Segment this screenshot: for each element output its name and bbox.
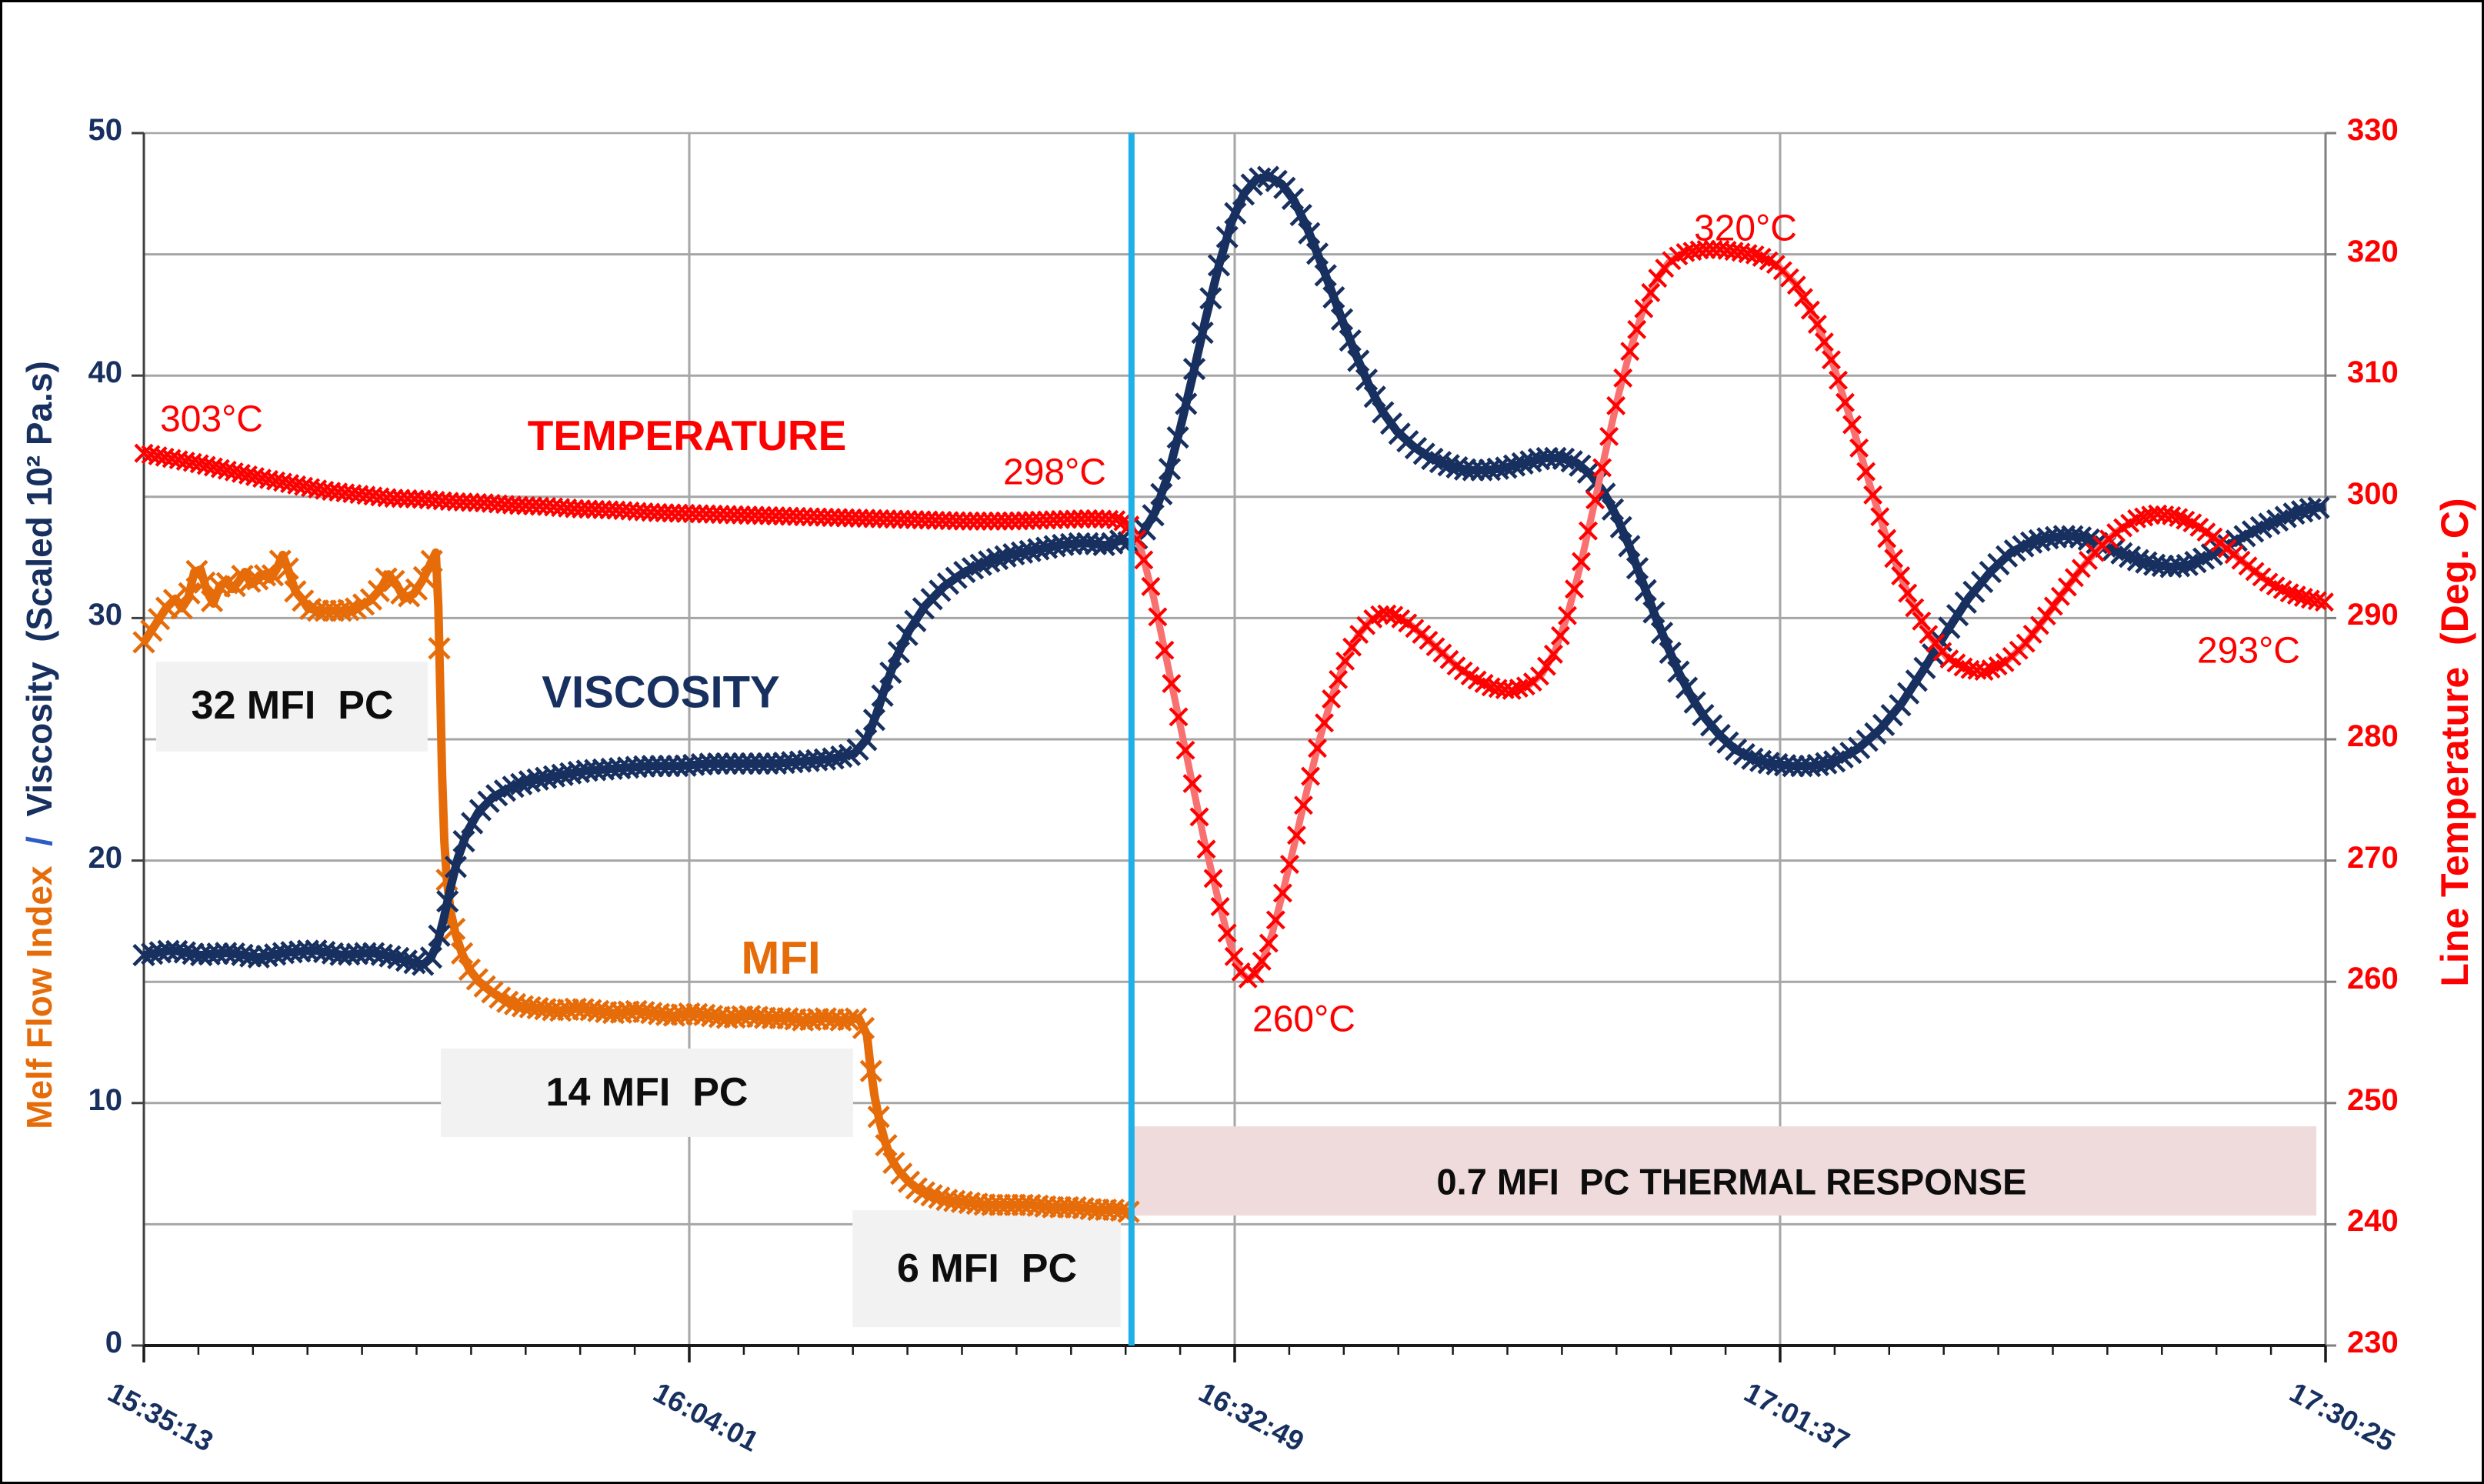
y-right-tick-label: 280 [2347, 719, 2399, 753]
y-right-tick-label: 320 [2347, 234, 2399, 268]
callout-32-mfi-pc: 32 MFI PC [191, 683, 394, 728]
temperature-series-label: TEMPERATURE [527, 412, 847, 459]
annotation-293c: 293°C [2197, 630, 2300, 672]
y-left-tick-label: 40 [88, 355, 123, 390]
y-right-tick-label: 260 [2347, 962, 2399, 996]
y-right-tick-label: 270 [2347, 840, 2399, 875]
annotation-303c: 303°C [160, 399, 263, 440]
left-axis-title-viscosity: Viscosity [19, 662, 59, 817]
temperature-markers [134, 239, 2334, 989]
y-left-tick-label: 20 [88, 840, 123, 875]
mfi-series-label: MFI [741, 932, 821, 984]
annotation-260c: 260°C [1252, 999, 1355, 1040]
y-right-tick-label: 250 [2347, 1082, 2399, 1117]
y-left-tick-label: 50 [88, 113, 123, 147]
y-right-tick-label: 300 [2347, 476, 2399, 511]
viscosity-series-label: VISCOSITY [542, 667, 780, 718]
y-right-tick-label: 230 [2347, 1326, 2399, 1359]
callout-thermal-response-banner: 0.7 MFI PC THERMAL RESPONSE [1436, 1161, 2027, 1202]
callout-14-mfi-pc: 14 MFI PC [545, 1070, 749, 1115]
y-right-tick-label: 330 [2347, 113, 2399, 147]
y-right-tick-label: 290 [2347, 598, 2399, 632]
y-left-tick-label: 0 [105, 1326, 122, 1359]
y-right-tick-label: 310 [2347, 355, 2399, 390]
y-left-tick-label: 10 [88, 1082, 123, 1117]
callout-box-box6 [852, 1210, 1121, 1328]
callout-6-mfi-pc: 6 MFI PC [896, 1246, 1078, 1291]
callout-box-box14 [441, 1048, 853, 1137]
annotation-320c: 320°C [1694, 208, 1797, 249]
annotation-298c: 298°C [1003, 452, 1106, 493]
y-left-tick-label: 30 [88, 598, 123, 632]
left-axis-title: Melf Flow Index / Viscosity (Scaled 10² … [2, 361, 102, 1169]
y-right-tick-label: 240 [2347, 1204, 2399, 1239]
callout-box-banner [1131, 1126, 2317, 1216]
mfi-markers [132, 549, 1140, 1223]
callout-box-box32 [156, 662, 428, 752]
right-axis-title: Line Temperature (Deg. C) [2433, 498, 2476, 987]
